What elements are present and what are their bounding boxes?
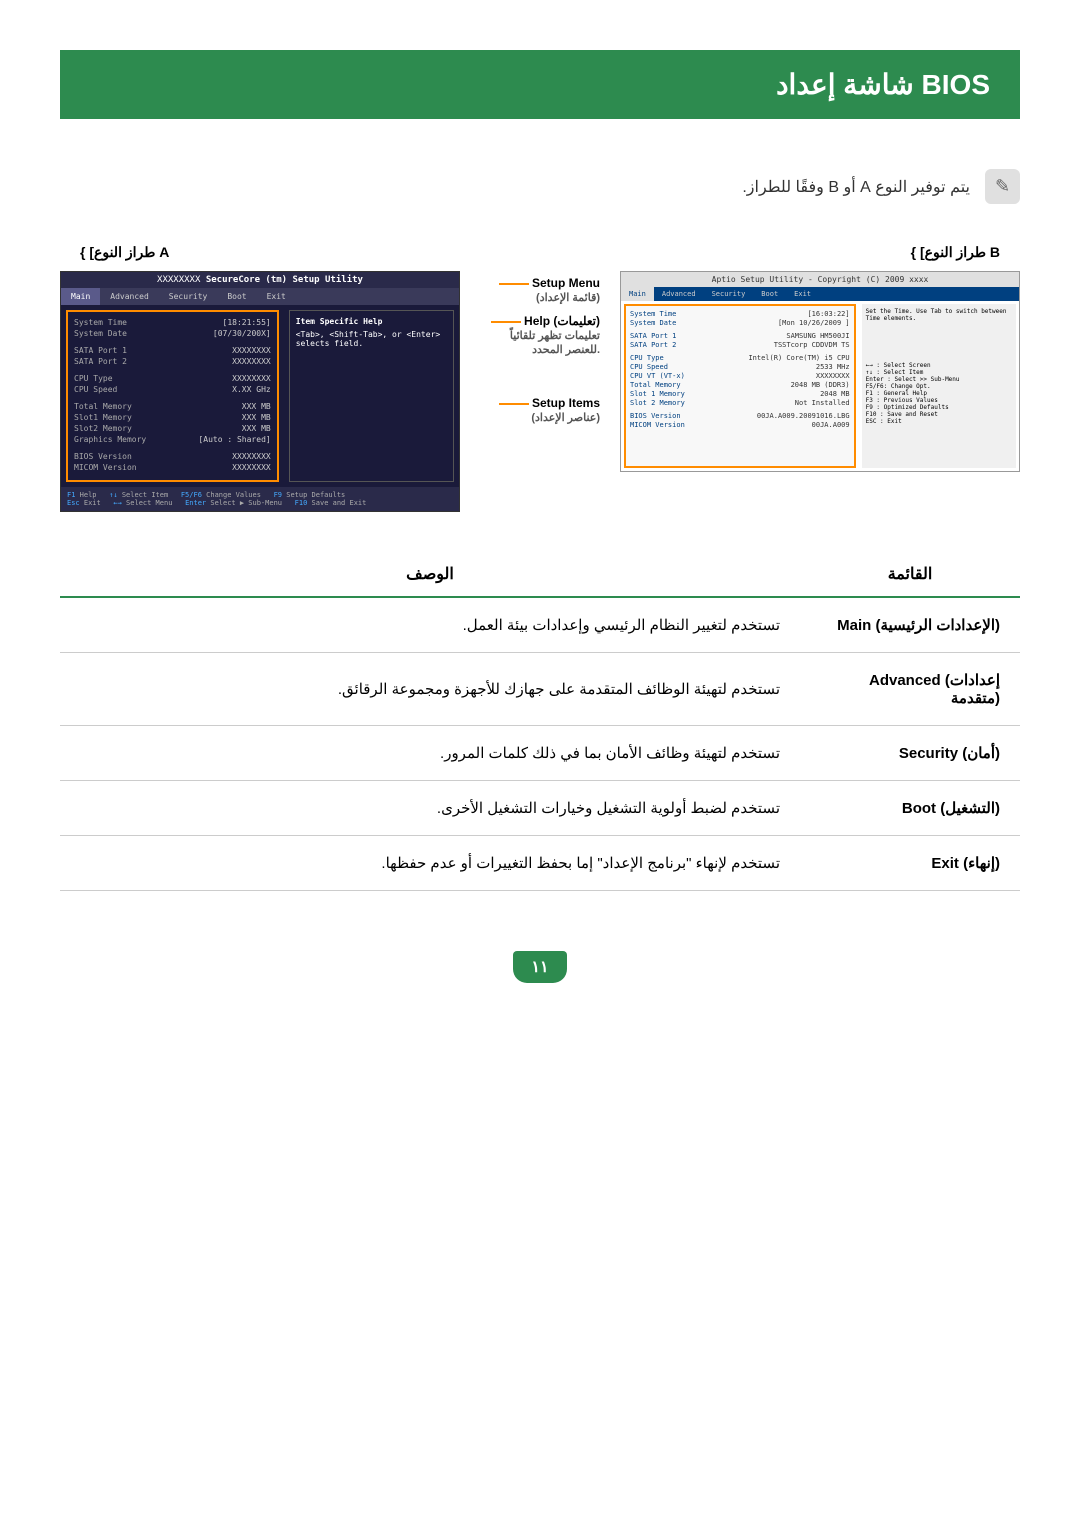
bios-row: CPU VT (VT-x)XXXXXXXX <box>630 372 850 380</box>
note-text: يتم توفير النوع A أو B وفقًا للطراز. <box>742 177 970 197</box>
desc-cell: تستخدم لضبط أولوية التشغيل وخيارات التشغ… <box>60 781 800 836</box>
pencil-icon: ✎ <box>985 169 1020 204</box>
table-row: تستخدم لضبط أولوية التشغيل وخيارات التشغ… <box>60 781 1020 836</box>
tab-advanced: Advanced <box>654 287 704 301</box>
bios-row: Graphics Memory[Auto : Shared] <box>74 435 271 444</box>
table-row: تستخدم لتهيئة الوظائف المتقدمة على جهازك… <box>60 653 1020 726</box>
bios-row: System Time[18:21:55] <box>74 318 271 327</box>
bios-row: Slot2 MemoryXXX MB <box>74 424 271 433</box>
tab-advanced: Advanced <box>100 288 159 305</box>
help-key: ←→ : Select Screen <box>866 362 1012 369</box>
menu-cell: Main (الإعدادات الرئيسية) <box>800 597 1020 653</box>
page-number: ١١ <box>513 951 566 983</box>
tab-main: Main <box>61 288 100 305</box>
help-key: ↑↓ : Select Item <box>866 369 1012 376</box>
tab-main: Main <box>621 287 654 301</box>
bios-row: System Date[Mon 10/26/2009 ] <box>630 319 850 327</box>
help-key: F5/F6: Change Opt. <box>866 383 1012 390</box>
tab-exit: Exit <box>257 288 296 305</box>
bios-row: Total Memory2048 MB (DDR3) <box>630 381 850 389</box>
menu-cell: Exit (إنهاء) <box>800 836 1020 891</box>
help-key: F9 : Optimized Defaults <box>866 404 1012 411</box>
header-menu: القائمة <box>800 552 1020 597</box>
help-key: F1 : General Help <box>866 390 1012 397</box>
bios-row: SATA Port 2TSSTcorp CDDVDM TS <box>630 341 850 349</box>
bios-row: BIOS Version00JA.A009.20091016.LBG <box>630 412 850 420</box>
annotation-labels: Setup Menu (قائمة الإعداد) Help (تعليمات… <box>480 271 600 432</box>
table-row: تستخدم لتغيير النظام الرئيسي وإعدادات بي… <box>60 597 1020 653</box>
bios-a-tabs: Main Advanced Security Boot Exit <box>61 288 459 305</box>
bios-row: SATA Port 1XXXXXXXX <box>74 346 271 355</box>
bios-row: Slot 1 Memory2048 MB <box>630 390 850 398</box>
bios-b-tabs: Main Advanced Security Boot Exit <box>621 287 1019 301</box>
desc-cell: تستخدم لإنهاء "برنامج الإعداد" إما بحفظ … <box>60 836 800 891</box>
menu-cell: Security (أمان) <box>800 726 1020 781</box>
tab-exit: Exit <box>786 287 819 301</box>
bios-row: MICOM Version00JA.A009 <box>630 421 850 429</box>
menu-cell: Advanced (إعدادات متقدمة) <box>800 653 1020 726</box>
type-b-label: { [طراز النوع B <box>911 244 1000 261</box>
bios-row: CPU TypeXXXXXXXX <box>74 374 271 383</box>
type-a-label: { [طراز النوع A <box>80 244 169 261</box>
help-key: ESC : Exit <box>866 418 1012 425</box>
bios-row: BIOS VersionXXXXXXXX <box>74 452 271 461</box>
desc-cell: تستخدم لتهيئة وظائف الأمان بما في ذلك كل… <box>60 726 800 781</box>
bios-b-help: Set the Time. Use Tab to switch between … <box>862 304 1016 468</box>
bios-a-footer: F1 Help ↑↓ Select Item F5/F6 Change Valu… <box>61 487 459 511</box>
bios-b-items: System Time[16:03:22]System Date[Mon 10/… <box>624 304 856 468</box>
help-key: F3 : Previous Values <box>866 397 1012 404</box>
bios-row: System Time[16:03:22] <box>630 310 850 318</box>
tab-security: Security <box>704 287 754 301</box>
desc-cell: تستخدم لتغيير النظام الرئيسي وإعدادات بي… <box>60 597 800 653</box>
bios-b-screenshot: Aptio Setup Utility - Copyright (C) 2009… <box>620 271 1020 472</box>
bios-row: CPU TypeIntel(R) Core(TM) i5 CPU <box>630 354 850 362</box>
table-row: تستخدم لإنهاء "برنامج الإعداد" إما بحفظ … <box>60 836 1020 891</box>
bios-row: MICOM VersionXXXXXXXX <box>74 463 271 472</box>
tab-boot: Boot <box>217 288 256 305</box>
bios-row: Slot 2 MemoryNot Installed <box>630 399 850 407</box>
page-number-container: ١١ <box>60 951 1020 983</box>
menu-cell: Boot (التشغيل) <box>800 781 1020 836</box>
note-row: يتم توفير النوع A أو B وفقًا للطراز. ✎ <box>60 169 1020 204</box>
bios-row: System Date[07/30/200X] <box>74 329 271 338</box>
desc-cell: تستخدم لتهيئة الوظائف المتقدمة على جهازك… <box>60 653 800 726</box>
page-title: شاشة إعداد BIOS <box>60 50 1020 119</box>
bios-row: CPU Speed2533 MHz <box>630 363 850 371</box>
bios-row: SATA Port 1SAMSUNG HM500JI <box>630 332 850 340</box>
tab-security: Security <box>159 288 218 305</box>
bios-a-items: System Time[18:21:55] System Date[07/30/2… <box>66 310 279 482</box>
bios-row: SATA Port 2XXXXXXXX <box>74 357 271 366</box>
help-key: F10 : Save and Reset <box>866 411 1012 418</box>
bios-a-help: Item Specific Help <Tab>, <Shift-Tab>, o… <box>289 310 454 482</box>
bios-a-titlebar: XXXXXXXX SecureCore (tm) Setup Utility <box>61 272 459 288</box>
help-key: Enter : Select >> Sub-Menu <box>866 376 1012 383</box>
bios-b-titlebar: Aptio Setup Utility - Copyright (C) 2009… <box>621 272 1019 287</box>
bios-a-screenshot: XXXXXXXX SecureCore (tm) Setup Utility M… <box>60 271 460 512</box>
bios-row: CPU SpeedX.XX GHz <box>74 385 271 394</box>
bios-row: Slot1 MemoryXXX MB <box>74 413 271 422</box>
tab-boot: Boot <box>753 287 786 301</box>
table-row: تستخدم لتهيئة وظائف الأمان بما في ذلك كل… <box>60 726 1020 781</box>
header-desc: الوصف <box>60 552 800 597</box>
bios-row: Total MemoryXXX MB <box>74 402 271 411</box>
description-table: الوصف القائمة تستخدم لتغيير النظام الرئي… <box>60 552 1020 891</box>
